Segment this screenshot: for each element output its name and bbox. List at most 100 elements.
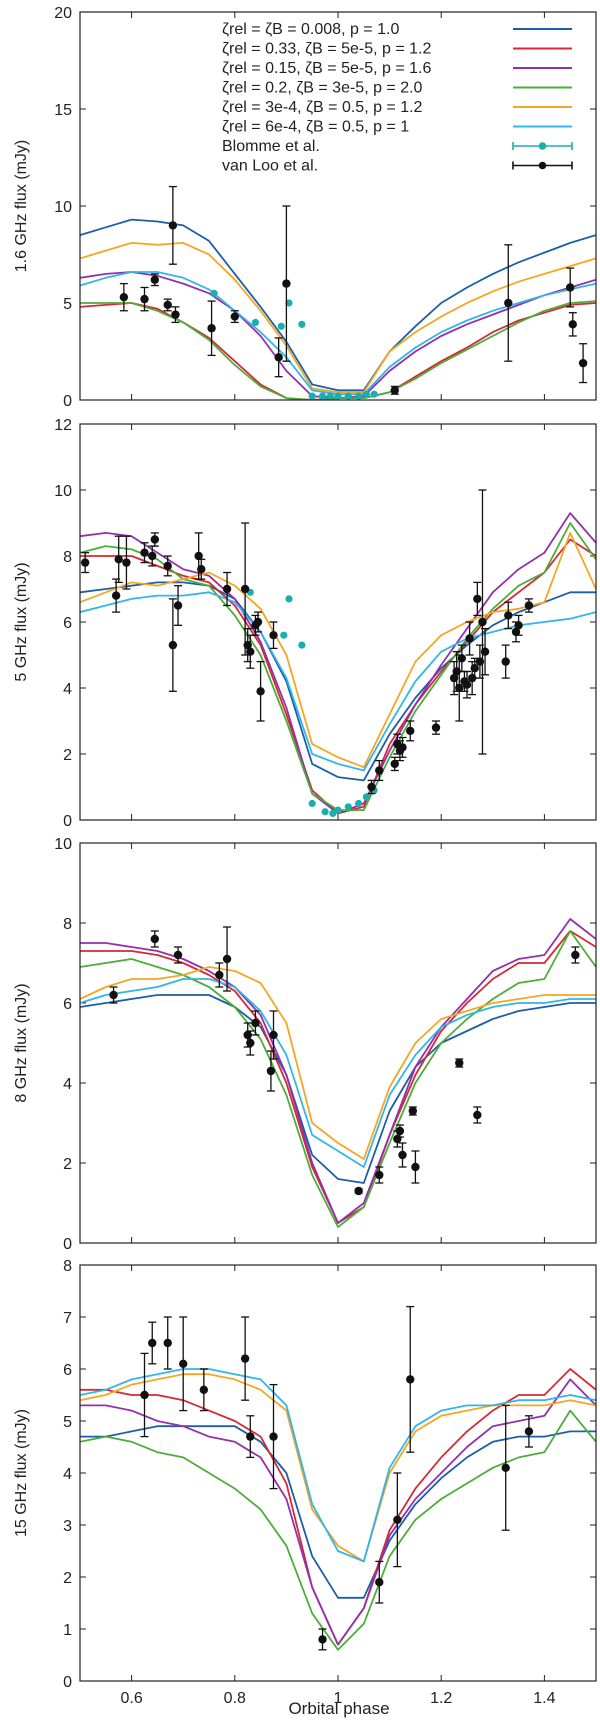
y-tick-label: 1 (63, 1622, 72, 1639)
panel-1: 0 5 10 15 20 1.6 GHz flux (mJy) ζrel = ζB = 0.… (13, 5, 597, 410)
blomme-point (298, 320, 306, 328)
y-tick-label: 15 (54, 102, 72, 119)
x-tick-label: 1.4 (533, 1690, 555, 1707)
vanloo-point (109, 990, 118, 1000)
blomme-point (318, 392, 327, 400)
series-line (80, 271, 596, 399)
y-tick-label: 6 (63, 615, 72, 632)
vanloo-point (194, 551, 203, 561)
vanloo-point (282, 279, 291, 288)
y-tick-label: 8 (63, 916, 72, 933)
y-tick-label: 12 (54, 417, 72, 434)
vanloo-point (478, 617, 487, 627)
vanloo-point (269, 1030, 278, 1040)
vanloo-point (571, 950, 580, 960)
series-line (80, 1368, 596, 1646)
y-tick-label: 3 (63, 1518, 72, 1535)
vanloo-point (390, 386, 399, 395)
vanloo-point (354, 1186, 363, 1196)
vanloo-point (393, 1515, 402, 1525)
vanloo-point (215, 970, 224, 980)
panel-3: 0 2 4 6 8 10 8 GHz flux (mJy) (13, 836, 597, 1253)
vanloo-point (524, 601, 534, 610)
y-tick-label: 2 (63, 747, 72, 764)
vanloo-point (514, 621, 523, 630)
y-tick-label: 8 (63, 549, 72, 566)
vanloo-point (246, 1038, 255, 1048)
y-tick-label: 5 (63, 1414, 72, 1431)
blomme-point (329, 809, 337, 818)
blomme-point (334, 392, 342, 400)
vanloo-point (473, 594, 482, 604)
series-line (80, 978, 596, 1168)
vanloo-point (199, 1385, 209, 1395)
vanloo-point (395, 1126, 405, 1136)
y-axis-label: 1.6 GHz flux (mJy) (13, 140, 30, 272)
vanloo-point (256, 687, 265, 696)
vanloo-point (140, 548, 149, 557)
vanloo-point (470, 664, 479, 673)
vanloo-point (171, 310, 180, 319)
y-tick-label: 0 (63, 393, 72, 410)
y-axis-label: 8 GHz flux (mJy) (13, 983, 30, 1102)
blomme-point (251, 318, 260, 326)
vanloo-point (253, 617, 263, 627)
series-line (80, 966, 596, 1160)
vanloo-point (230, 312, 239, 321)
vanloo-point (173, 601, 183, 610)
model-curves (80, 218, 596, 400)
series-line (80, 242, 596, 394)
vanloo-point (411, 1162, 420, 1172)
y-tick-label: 10 (54, 836, 72, 853)
vanloo-point (480, 647, 490, 656)
legend-label: ζrel = ζB = 0.008, p = 1.0 (222, 21, 399, 38)
vanloo-point (150, 535, 160, 544)
y-tick-label: 10 (54, 199, 72, 216)
y-tick-label: 5 (63, 296, 72, 313)
y-axis-label: 15 GHz flux (mJy) (13, 1409, 30, 1537)
x-tick-label: 1 (334, 1690, 343, 1707)
panel-4: 0 1 2 3 4 5 6 7 8 0.6 0.8 1 1.2 1.4 15 GHz flux (mJy) (13, 1258, 597, 1707)
series-line (80, 1368, 596, 1563)
vanloo-point (504, 298, 513, 308)
y-tick-label: 4 (63, 1466, 72, 1483)
blomme-point (334, 806, 342, 814)
vanloo-point (524, 1427, 534, 1436)
y-tick-label: 10 (54, 483, 72, 500)
series-line (80, 1378, 596, 1646)
series-line (80, 1425, 596, 1599)
y-tick-label: 4 (63, 1076, 72, 1093)
blomme-point (355, 799, 363, 808)
blomme-point (362, 793, 370, 801)
vanloo-point (80, 558, 90, 567)
vanloo-point (457, 654, 467, 663)
vanloo-point (398, 743, 407, 752)
plot-frame (79, 842, 597, 1244)
x-tick-label: 0.6 (120, 1690, 142, 1707)
vanloo-point (179, 1359, 188, 1369)
vanloo-point (150, 934, 160, 944)
vanloo-point (390, 759, 399, 769)
vanloo-point (406, 1375, 415, 1384)
blomme-point (321, 808, 329, 816)
x-axis-label: Orbital phase (288, 1699, 389, 1718)
legend: ζrel = ζB = 0.008, p = 1.0 ζrel = 0.33, ζ… (222, 21, 573, 175)
vanloo-point (578, 358, 588, 368)
vanloo-point (168, 640, 178, 650)
blomme-point (210, 289, 218, 297)
y-tick-label: 0 (63, 813, 72, 830)
vanloo-point (150, 275, 160, 284)
vanloo-point (455, 683, 464, 693)
vanloo-point (251, 1018, 260, 1028)
vanloo-point (367, 782, 376, 792)
vanloo-point (408, 1106, 418, 1116)
blomme-point (277, 322, 285, 330)
vanloo-point (431, 723, 441, 732)
series-line (80, 930, 596, 1228)
legend-label: ζrel = 3e-4, ζB = 0.5, p = 1.2 (222, 99, 423, 116)
vanloo-point (246, 1432, 255, 1441)
series-line (80, 302, 596, 400)
vanloo-point (462, 680, 472, 689)
x-tick-label: 1.2 (430, 1690, 452, 1707)
